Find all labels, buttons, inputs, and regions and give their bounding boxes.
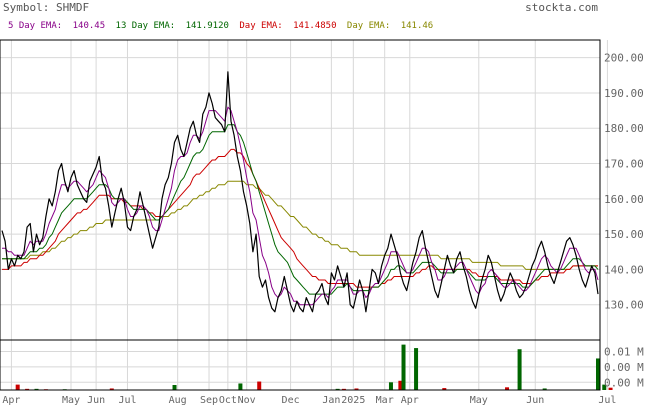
legend-ema-olive-label: Day EMA: [347,21,390,31]
y-tick-label-5: 150.00 [604,228,644,241]
x-axis-labels: Apr May Jun Jul Aug Sep Oct Nov Dec Jan 2025 Mar Apr… [2,395,616,406]
x-tick-label-5: Sep [200,395,218,406]
y-tick-label-6: 140.00 [604,263,644,276]
volume-bars [15,344,613,391]
volume-bar-11 [354,388,359,390]
volume-bar-9 [335,388,340,390]
volume-bar-8 [257,381,262,390]
vol-tick-label-0: 0.01 M [604,346,644,359]
x-tick-label-3: Jul [118,395,136,406]
y-axis-labels: 200.00 190.00 180.00 170.00 160.00 150.00 140.… [604,52,644,312]
volume-bar-2 [34,388,39,390]
volume-bar-10 [341,388,346,390]
volume-bar-14 [401,344,406,390]
x-tick-label-11: Mar [376,395,394,406]
volume-bar-5 [109,388,114,390]
volume-panel-border [0,339,601,391]
volume-bar-22 [608,387,613,390]
x-tick-label-9: Jan [322,395,340,406]
legend-ema13-label: 13 Day EMA: [116,21,176,31]
volume-bar-7 [238,383,243,390]
x-tick-label-15: Jul [598,395,616,406]
legend-ema5-value: 140.45 [73,21,106,31]
x-tick-label-4: Aug [169,395,187,406]
series-ema-olive-line [2,180,598,270]
x-tick-label-10: 2025 [341,395,365,406]
volume-bar-12 [388,382,393,390]
series-ema13-line [2,124,599,295]
y-tick-label-2: 180.00 [604,122,644,135]
grid-lines [0,40,608,390]
x-tick-label-14: Jun [526,395,544,406]
volume-bar-19 [542,388,547,390]
volume-bar-13 [398,380,403,390]
legend-ema5-label: 5 Day EMA: [8,21,62,31]
y-tick-label-0: 200.00 [604,52,644,65]
legend-row: 5 Day EMA: 140.45 13 Day EMA: 141.9120 D… [8,21,433,31]
x-tick-label-0: Apr [2,395,20,406]
x-tick-label-6: Oct [219,395,237,406]
legend-ema-red-label: Day EMA: [239,21,282,31]
volume-bar-21 [602,384,607,390]
volume-bar-6 [172,385,177,390]
legend-ema13-value: 141.9120 [186,21,229,31]
x-tick-label-13: May [470,395,488,406]
y-tick-label-1: 190.00 [604,87,644,100]
volume-bar-20 [596,358,600,390]
symbol-label: Symbol: SHMDF [3,1,89,14]
series-lines [1,71,599,313]
volume-bar-16 [442,388,447,390]
volume-axis-labels: 0.01 M 0.00 M 0.00 M [604,346,644,390]
x-tick-label-7: Nov [238,395,256,406]
vol-tick-label-2: 0.00 M [604,376,644,389]
x-tick-label-8: Dec [282,395,300,406]
legend-ema-red-value: 141.4850 [293,21,336,31]
volume-bar-0 [15,384,20,390]
x-tick-label-12: Apr [401,395,419,406]
volume-bar-1 [25,388,30,390]
legend-ema-olive-value: 141.46 [401,21,434,31]
volume-bar-18 [517,349,522,390]
y-tick-label-4: 160.00 [604,193,644,206]
y-tick-label-3: 170.00 [604,158,644,171]
volume-bar-17 [505,387,510,390]
y-tick-label-7: 130.00 [604,299,644,312]
brand-label: stockta.com [525,1,598,14]
series-price-line [1,71,599,313]
vol-tick-label-1: 0.00 M [604,361,644,374]
x-tick-label-2: Jun [87,395,105,406]
x-tick-label-1: May [62,395,80,406]
volume-bar-15 [414,348,419,390]
